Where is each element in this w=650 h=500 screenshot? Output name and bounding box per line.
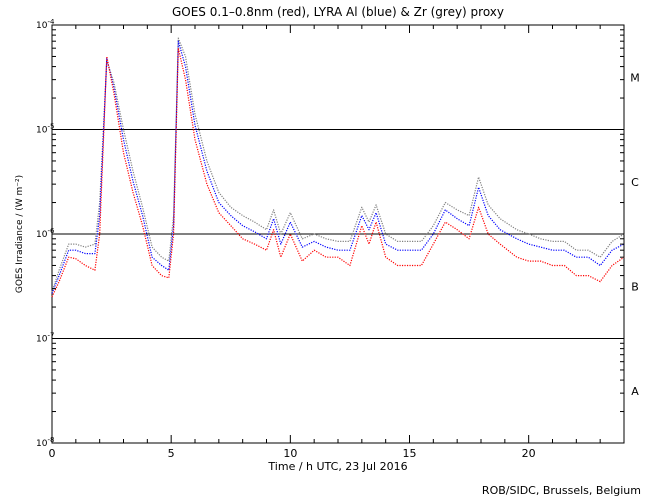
series-goes-0-1-0-8nm bbox=[51, 47, 625, 298]
plot-area: 0 5 10 15 20 10-4 10-5 10-6 10-7 10-8 M C B A bbox=[36, 18, 640, 460]
y-tick-label: 10-5 bbox=[36, 123, 54, 136]
y-tick-label: 10-7 bbox=[36, 332, 54, 345]
x-tick-label: 20 bbox=[522, 447, 536, 460]
series-lyra-zr-proxy bbox=[51, 37, 625, 292]
y-tick-label: 10-6 bbox=[36, 227, 55, 240]
series-lyra-al-proxy bbox=[51, 40, 625, 294]
flare-class-label-a: A bbox=[631, 385, 639, 398]
flare-class-label-c: C bbox=[631, 176, 639, 189]
flare-class-labels: M C B A bbox=[630, 71, 640, 398]
x-tick-label: 0 bbox=[49, 447, 56, 460]
x-tick-label: 15 bbox=[403, 447, 417, 460]
y-ticks: 10-4 10-5 10-6 10-7 10-8 bbox=[36, 18, 624, 449]
flare-class-label-b: B bbox=[631, 280, 639, 293]
y-tick-label: 10-4 bbox=[36, 18, 55, 31]
credit-label: ROB/SIDC, Brussels, Belgium bbox=[482, 484, 641, 497]
x-axis-label: Time / h UTC, 23 Jul 2016 bbox=[267, 460, 407, 473]
chart-title: GOES 0.1–0.8nm (red), LYRA Al (blue) & Z… bbox=[172, 5, 504, 19]
x-tick-label: 10 bbox=[283, 447, 297, 460]
flare-class-label-m: M bbox=[630, 71, 640, 84]
y-tick-label: 10-8 bbox=[36, 436, 54, 449]
x-ticks: 0 5 10 15 20 bbox=[49, 25, 625, 460]
series-layer bbox=[51, 37, 625, 298]
x-tick-label: 5 bbox=[168, 447, 175, 460]
threshold-lines bbox=[52, 129, 624, 339]
y-axis-label: GOES Irradiance / (W m⁻²) bbox=[15, 175, 25, 293]
